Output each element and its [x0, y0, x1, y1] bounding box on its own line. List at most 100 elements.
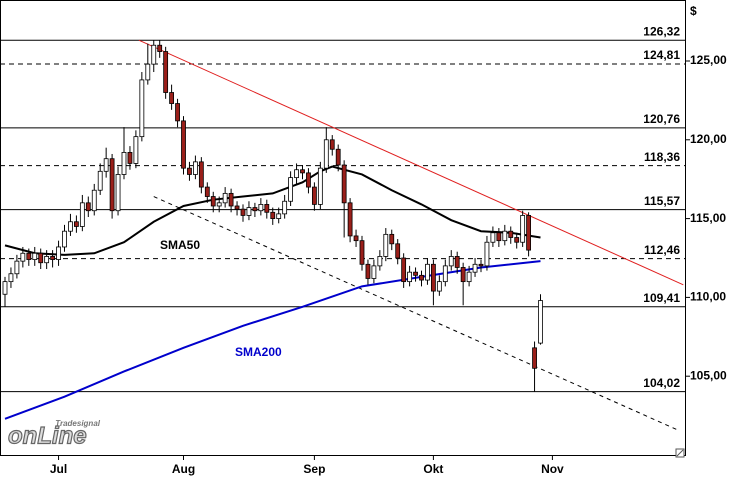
candle-body	[103, 158, 109, 172]
candle-body	[115, 174, 121, 212]
candle-body	[204, 186, 210, 197]
candle-body	[395, 243, 401, 259]
candle-body	[484, 241, 490, 267]
candle-body	[413, 271, 418, 276]
candle-body	[2, 281, 8, 295]
candle-body	[371, 265, 377, 279]
candle-body	[222, 192, 228, 204]
candle-body	[389, 233, 395, 245]
candle-body	[448, 256, 454, 267]
candle-body	[151, 44, 157, 65]
level-label: 112,46	[644, 243, 680, 257]
candle-body	[228, 192, 234, 207]
x-tick-label: Nov	[541, 462, 564, 476]
candle-body	[50, 256, 55, 260]
candle-body	[514, 237, 520, 243]
candle-body	[311, 186, 317, 205]
candle-body	[526, 215, 531, 251]
candle-body	[79, 202, 85, 227]
candle-body	[14, 260, 20, 275]
candle-body	[377, 256, 383, 267]
candle-body	[335, 148, 341, 166]
candle-body	[210, 196, 216, 207]
candle-body	[430, 263, 436, 292]
candle-body	[365, 263, 371, 279]
candle-body	[329, 139, 335, 150]
candle-body	[294, 169, 299, 179]
candle-body	[353, 235, 359, 242]
candle-body	[56, 246, 61, 260]
candle-body	[306, 172, 311, 188]
candle-body	[198, 161, 204, 188]
candle-body	[246, 207, 252, 216]
candle-body	[478, 263, 484, 267]
candle-body	[187, 167, 192, 175]
candle-body	[68, 221, 73, 232]
x-tick-label: Okt	[423, 462, 443, 476]
x-tick-label: Aug	[172, 462, 195, 476]
candle-body	[8, 273, 14, 283]
candle-body	[425, 263, 430, 281]
candle-body	[288, 177, 294, 202]
corner-icon-mark	[676, 449, 684, 457]
candle-body	[20, 252, 26, 262]
candle-body	[323, 139, 329, 169]
candle-body	[508, 230, 514, 238]
candle-body	[169, 92, 175, 104]
candle-body	[216, 202, 222, 207]
level-label: 120,76	[643, 112, 680, 126]
candle-body	[181, 120, 186, 169]
candle-body	[91, 189, 97, 212]
y-tick-label: 105,00	[690, 368, 727, 382]
y-tick-label: 110,00	[690, 290, 726, 304]
candle-body	[436, 281, 442, 292]
x-tick-label: Sep	[303, 462, 325, 476]
sma-label: SMA50	[160, 238, 200, 252]
x-tick-label: Jul	[50, 462, 67, 476]
sma-label: SMA200	[235, 345, 282, 359]
candle-body	[538, 300, 543, 344]
level-label: 118,36	[644, 150, 680, 164]
candle-body	[496, 232, 502, 242]
candle-body	[341, 164, 347, 204]
candle-body	[270, 211, 276, 219]
candle-body	[252, 207, 258, 212]
candle-body	[317, 167, 323, 205]
candle-body	[97, 170, 103, 191]
level-label: 115,57	[644, 194, 680, 208]
candle-body	[442, 265, 448, 283]
sma-line	[4, 165, 541, 256]
logo-maker: Tradesignal	[55, 419, 101, 428]
candle-body	[347, 202, 353, 237]
candle-body	[145, 63, 151, 81]
candle-body	[359, 240, 365, 265]
level-label: 109,41	[643, 291, 680, 305]
candle-body	[121, 152, 127, 175]
candle-body	[109, 158, 115, 212]
plot-frame	[0, 0, 686, 456]
candle-body	[85, 202, 91, 212]
candle-body	[383, 233, 389, 257]
candle-body	[264, 204, 270, 213]
candle-body	[38, 252, 44, 264]
candle-body	[127, 152, 133, 164]
candle-body	[276, 213, 282, 219]
level-label: 104,02	[643, 376, 680, 390]
y-tick-label: 120,00	[690, 132, 727, 146]
candle-body	[490, 232, 496, 243]
sma-line	[4, 260, 541, 420]
candle-body	[139, 79, 145, 138]
candle-body	[163, 51, 169, 93]
candle-body	[74, 221, 79, 227]
candle-body	[419, 274, 424, 281]
y-tick-label: 125,00	[690, 53, 727, 67]
candle-body	[454, 256, 460, 268]
candle-body	[502, 230, 508, 242]
candle-body	[532, 347, 537, 369]
candle-body	[157, 44, 163, 52]
logo-brand: onLine	[8, 422, 87, 449]
candle-body	[26, 252, 32, 260]
candle-body	[300, 169, 305, 174]
candle-body	[472, 263, 478, 273]
